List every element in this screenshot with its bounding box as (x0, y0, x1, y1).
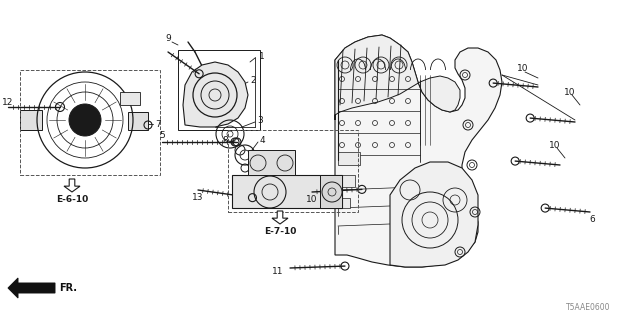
Text: 1: 1 (259, 52, 265, 60)
Polygon shape (120, 92, 140, 105)
Polygon shape (390, 162, 478, 267)
Text: 10: 10 (564, 87, 576, 97)
Polygon shape (338, 198, 350, 208)
Text: 13: 13 (192, 194, 204, 203)
Text: 10: 10 (517, 63, 529, 73)
Bar (228, 130, 358, 212)
Text: 2: 2 (250, 76, 256, 84)
Polygon shape (8, 278, 55, 298)
Polygon shape (335, 35, 460, 120)
Text: 3: 3 (257, 116, 263, 124)
Polygon shape (335, 35, 502, 267)
Text: 7: 7 (155, 119, 161, 129)
Text: 12: 12 (3, 98, 13, 107)
Polygon shape (338, 152, 360, 165)
Text: 10: 10 (307, 196, 317, 204)
Text: FR.: FR. (59, 283, 77, 293)
Polygon shape (183, 62, 248, 127)
Polygon shape (128, 112, 148, 130)
Text: 11: 11 (272, 268, 284, 276)
Polygon shape (20, 110, 42, 130)
Polygon shape (232, 175, 342, 208)
Text: E-7-10: E-7-10 (264, 228, 296, 236)
Polygon shape (338, 175, 355, 187)
Text: 6: 6 (589, 215, 595, 225)
Text: 5: 5 (159, 131, 165, 140)
Polygon shape (64, 179, 80, 192)
Text: T5AAE0600: T5AAE0600 (566, 303, 610, 313)
Bar (20, 70, 160, 175)
Text: E-6-10: E-6-10 (56, 196, 88, 204)
Text: 9: 9 (165, 34, 171, 43)
Polygon shape (320, 175, 342, 208)
Text: 10: 10 (549, 140, 561, 149)
Text: 8: 8 (222, 135, 228, 145)
Text: 4: 4 (259, 135, 265, 145)
Polygon shape (248, 150, 295, 175)
Circle shape (69, 104, 101, 136)
Polygon shape (272, 211, 288, 224)
